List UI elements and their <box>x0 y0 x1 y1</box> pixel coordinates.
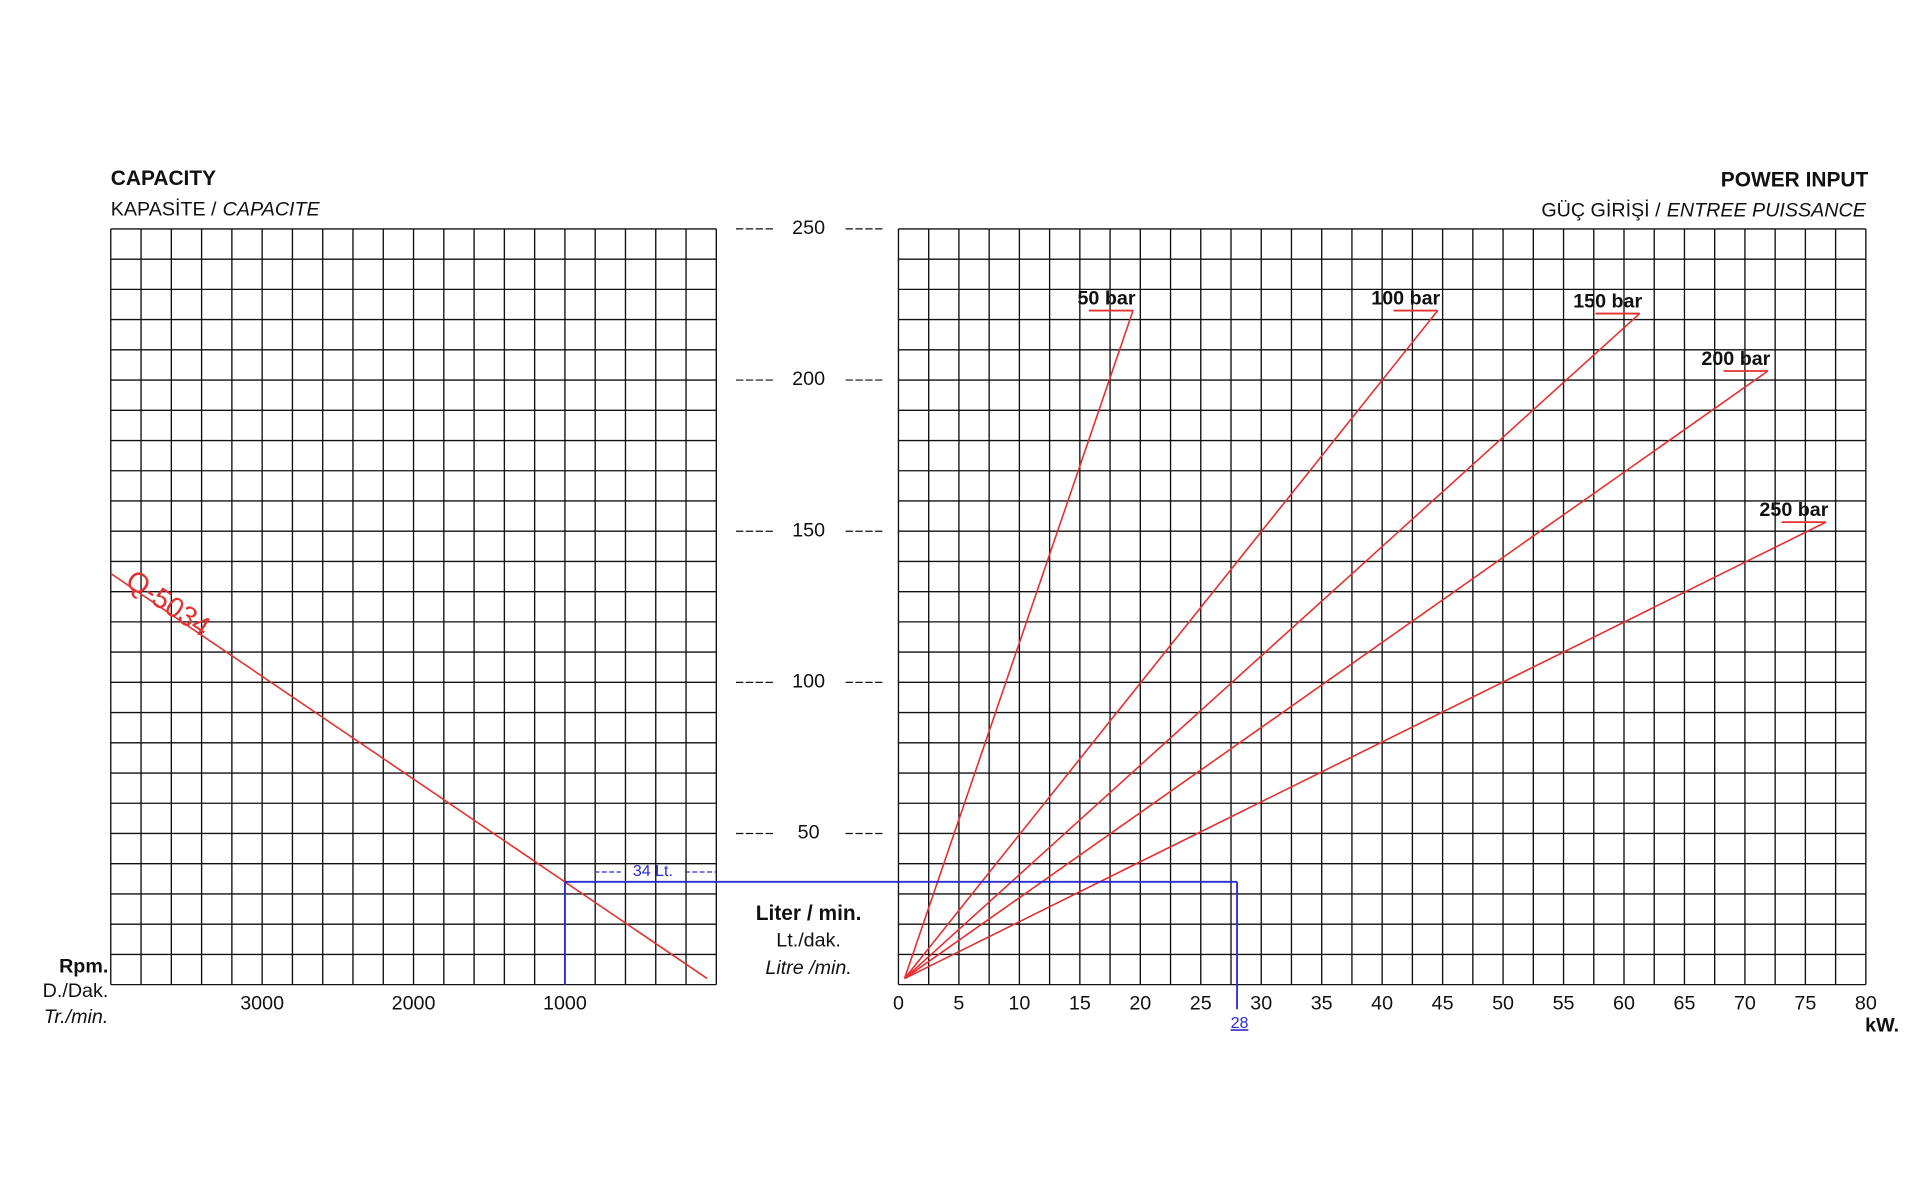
series-line <box>903 310 1134 979</box>
y-tick-label: 200 <box>792 368 825 390</box>
chart-subtitle: GÜÇ GİRİŞİ / ENTREE PUISSANCE <box>1541 199 1866 222</box>
series-label: 150 bar <box>1573 291 1642 313</box>
x-tick-label: 25 <box>1190 993 1212 1015</box>
reading-label: 28 <box>1231 1015 1249 1032</box>
chart-title: POWER INPUT <box>1721 168 1869 191</box>
y-tick-label: 150 <box>792 519 825 541</box>
x-tick-label: 80 <box>1855 993 1877 1015</box>
series-label: 50 bar <box>1077 288 1135 310</box>
x-tick-label: 5 <box>953 993 964 1015</box>
x-tick-label: 60 <box>1613 993 1635 1015</box>
y-tick-label: 50 <box>798 822 820 844</box>
y-tick-label: 100 <box>792 671 825 693</box>
x-tick-label: 65 <box>1674 993 1696 1015</box>
x-tick-label: 35 <box>1311 993 1333 1015</box>
y-axis-label: Litre /min. <box>765 957 851 979</box>
subtitle-part: CAPACITE <box>223 199 321 221</box>
x-tick-label: 20 <box>1129 993 1151 1015</box>
x-tick-label: 55 <box>1553 993 1575 1015</box>
x-tick-label: 1000 <box>543 993 587 1015</box>
series-label: 200 bar <box>1701 348 1770 370</box>
x-tick-label: 2000 <box>392 993 436 1015</box>
x-axis-label: kW. <box>1865 1015 1899 1037</box>
x-tick-label: 75 <box>1794 993 1816 1015</box>
x-tick-label: 45 <box>1432 993 1454 1015</box>
x-tick-label: 70 <box>1734 993 1756 1015</box>
subtitle-part: ENTREE PUISSANCE <box>1667 200 1867 222</box>
x-tick-label: 10 <box>1008 993 1030 1015</box>
x-tick-label: 40 <box>1371 993 1393 1015</box>
chart-title: CAPACITY <box>111 167 216 190</box>
series-line <box>903 310 1439 980</box>
x-axis-label: Rpm. <box>59 956 108 978</box>
series-line <box>904 521 1827 980</box>
x-tick-label: 3000 <box>240 993 284 1015</box>
x-axis-label: Tr./min. <box>44 1006 109 1028</box>
x-tick-label: 0 <box>893 993 904 1015</box>
series-label: 250 bar <box>1759 499 1828 521</box>
subtitle-part: KAPASİTE / <box>111 198 217 221</box>
series-line <box>110 572 708 980</box>
series-line <box>903 312 1641 980</box>
y-axis-label: Liter / min. <box>756 902 862 925</box>
y-axis-label: Lt./dak. <box>776 930 841 952</box>
subtitle-part: GÜÇ GİRİŞİ / <box>1541 199 1661 222</box>
x-tick-label: 30 <box>1250 993 1272 1015</box>
series-line <box>904 370 1769 980</box>
y-tick-label: 250 <box>792 217 825 239</box>
x-tick-label: 50 <box>1492 993 1514 1015</box>
series-label: 100 bar <box>1371 288 1440 310</box>
reading-label: 34 Lt. <box>633 863 673 880</box>
x-axis-label: D./Dak. <box>43 980 109 1002</box>
x-tick-label: 15 <box>1069 993 1091 1015</box>
chart-subtitle: KAPASİTE / CAPACITE <box>111 198 321 221</box>
